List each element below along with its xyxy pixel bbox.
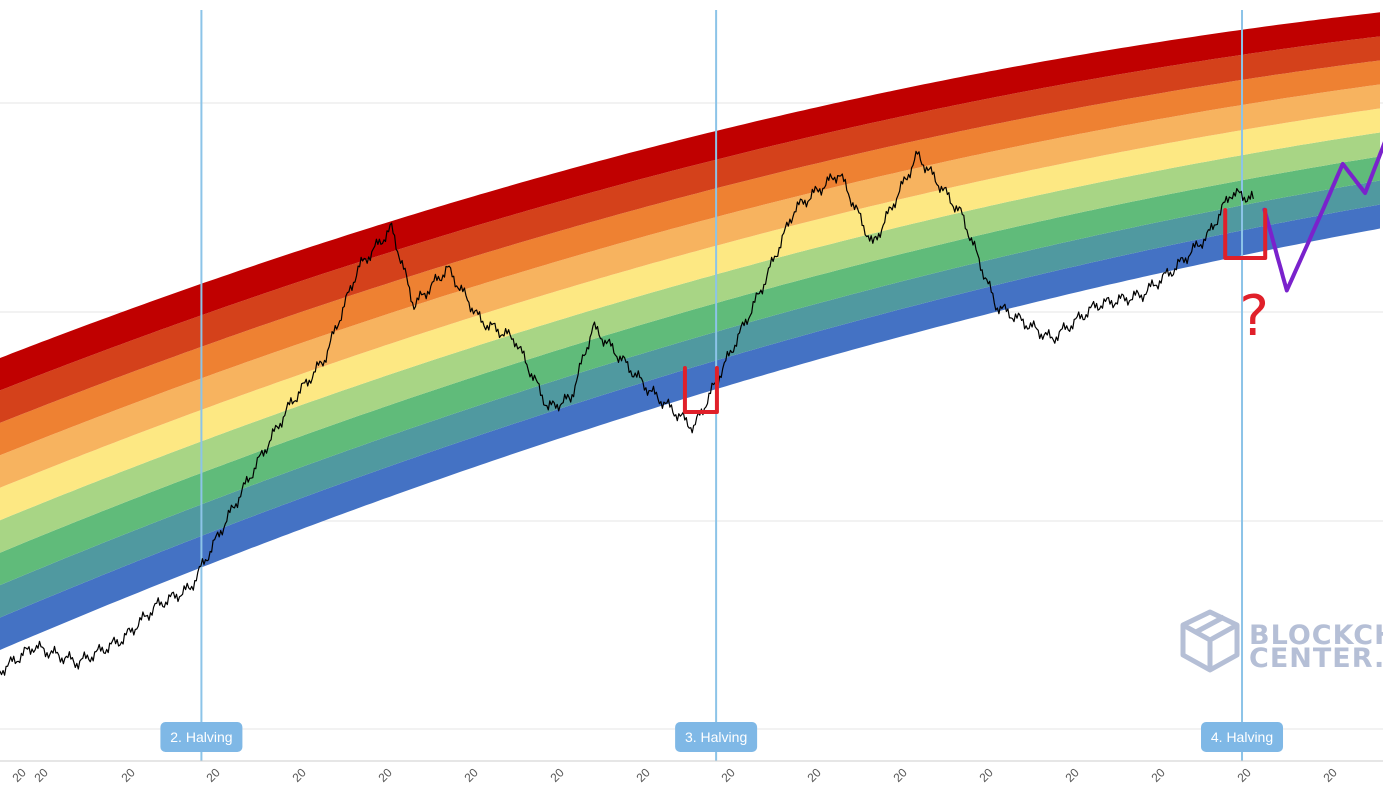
watermark-line2-main: CENTER. [1249, 643, 1383, 674]
price-line [0, 150, 1254, 676]
watermark-line1: BLOCKCH [1249, 620, 1383, 651]
projection-line [1262, 141, 1383, 293]
annotations: ? [682, 208, 1269, 414]
halving-label-text: 3. Halving [685, 729, 747, 745]
halving-badge-bg [160, 722, 243, 752]
question-annotation: ? [1239, 284, 1269, 349]
bracket-annotation [1223, 208, 1268, 260]
cube-logo-icon [1180, 609, 1240, 673]
halving-label-text: 2. Halving [170, 729, 232, 745]
halving-badge-2: 2. Halving [160, 722, 243, 752]
halving-badge-bg [1201, 722, 1284, 752]
watermark-line2: CENTER.N [1249, 643, 1383, 674]
bracket-annotation [682, 366, 719, 414]
halving-labels: 2. Halving 3. Halving 4. Halving [160, 722, 1284, 752]
halving-badge-4: 4. Halving [1201, 722, 1284, 752]
halving-badge-bg [675, 722, 758, 752]
halving-label-text: 4. Halving [1211, 729, 1273, 745]
series-layer [0, 141, 1383, 676]
halving-badge-3: 3. Halving [675, 722, 758, 752]
watermark: BLOCKCH CENTER.N [1180, 609, 1383, 674]
